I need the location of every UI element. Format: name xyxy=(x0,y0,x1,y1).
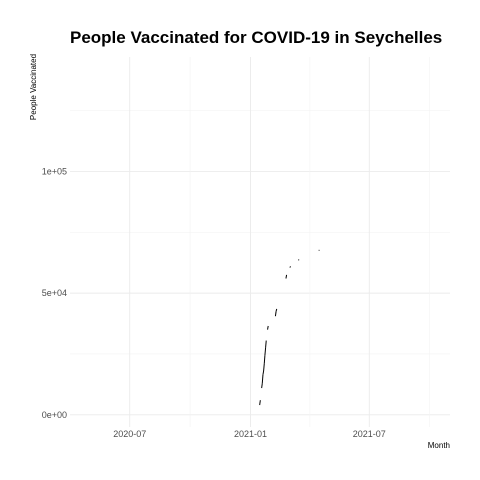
chart-title: People Vaccinated for COVID-19 in Seyche… xyxy=(70,28,442,47)
series-segment xyxy=(289,266,291,268)
series-layer xyxy=(259,249,320,406)
x-tick-label: 2021-07 xyxy=(353,429,386,439)
series-segment xyxy=(259,400,261,406)
y-tick-label: 0e+00 xyxy=(42,410,67,420)
y-tick-label: 1e+05 xyxy=(42,166,67,176)
y-axis-label: People Vaccinated xyxy=(29,54,38,120)
grid xyxy=(70,57,450,427)
x-axis-label: Month xyxy=(428,441,450,450)
series-segment xyxy=(275,308,278,312)
series-segment xyxy=(298,259,300,261)
series-segment xyxy=(261,374,264,384)
series-segment xyxy=(267,325,269,330)
series-segment xyxy=(261,383,263,389)
y-tick-labels: 0e+00 5e+04 1e+05 xyxy=(42,166,67,419)
series-segment xyxy=(285,274,288,279)
series-segment xyxy=(263,355,266,364)
series-segment xyxy=(263,363,265,372)
x-tick-label: 2020-07 xyxy=(113,429,146,439)
x-tick-labels: 2020-07 2021-01 2021-07 xyxy=(113,429,386,439)
y-tick-label: 5e+04 xyxy=(42,288,67,298)
series-segment xyxy=(274,311,277,317)
x-tick-label: 2021-01 xyxy=(234,429,267,439)
series-segment xyxy=(262,370,265,375)
series-segment xyxy=(264,347,267,356)
series-segment xyxy=(265,340,267,348)
